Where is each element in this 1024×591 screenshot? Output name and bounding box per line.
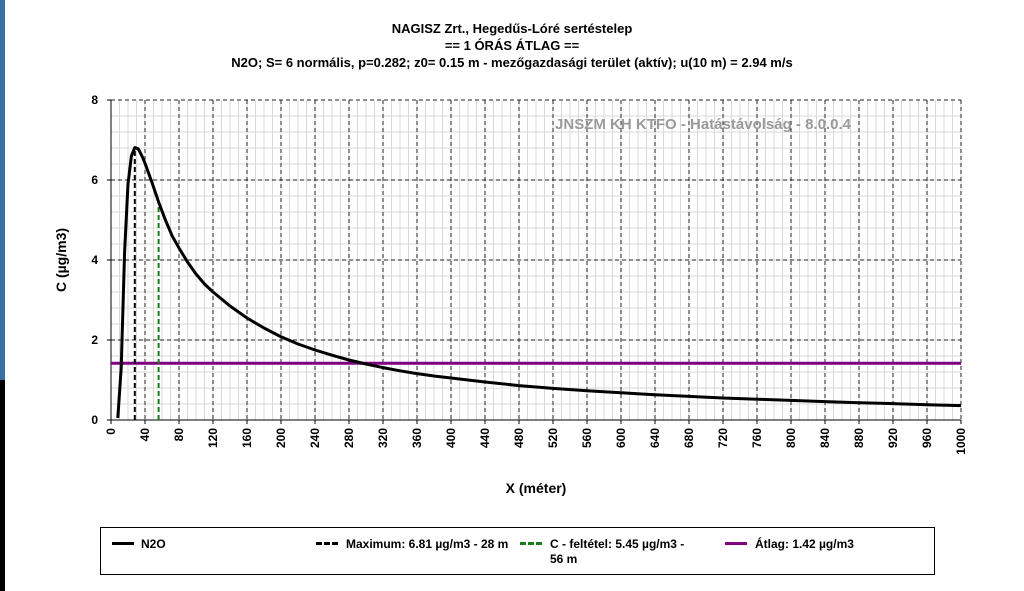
x-tick-label: 40 bbox=[138, 428, 152, 442]
x-tick-label: 200 bbox=[274, 428, 288, 448]
x-tick-label: 80 bbox=[172, 428, 186, 442]
y-axis-label: C (µg/m3) bbox=[53, 228, 69, 292]
x-tick-label: 280 bbox=[342, 428, 356, 448]
y-tick-label: 8 bbox=[91, 93, 98, 107]
x-tick-label: 560 bbox=[580, 428, 594, 448]
legend-swatch-atlag bbox=[725, 542, 747, 545]
chart-legend: N2O Maximum: 6.81 µg/m3 - 28 m C - felté… bbox=[100, 527, 935, 575]
legend-label-maximum: Maximum: 6.81 µg/m3 - 28 m bbox=[346, 537, 509, 551]
y-tick-label: 6 bbox=[91, 173, 98, 187]
x-tick-label: 600 bbox=[614, 428, 628, 448]
x-axis-label: X (méter) bbox=[506, 480, 567, 496]
x-tick-label: 920 bbox=[886, 428, 900, 448]
watermark-text: JNSZM KH KTFO - Hatástávolság - 8.0.0.4 bbox=[555, 116, 852, 133]
y-tick-label: 4 bbox=[91, 253, 98, 267]
x-tick-label: 120 bbox=[206, 428, 220, 448]
legend-label-n2o: N2O bbox=[141, 537, 166, 551]
y-tick-label: 0 bbox=[91, 413, 98, 427]
series-line-n2o bbox=[116, 146, 962, 419]
chart-parameters: N2O; S= 6 normális, p=0.282; z0= 0.15 m … bbox=[231, 55, 793, 70]
x-tick-label: 1000 bbox=[954, 428, 968, 455]
x-tick-label: 640 bbox=[648, 428, 662, 448]
y-tick-label: 2 bbox=[91, 333, 98, 347]
x-tick-label: 400 bbox=[444, 428, 458, 448]
chart-title: NAGISZ Zrt., Hegedűs-Lóré sertéstelep bbox=[391, 21, 633, 36]
legend-swatch-feltetel bbox=[520, 542, 542, 545]
x-tick-label: 800 bbox=[784, 428, 798, 448]
x-tick-label: 160 bbox=[240, 428, 254, 448]
x-tick-label: 240 bbox=[308, 428, 322, 448]
window-edge-black bbox=[0, 380, 5, 591]
left-window-edge bbox=[0, 0, 5, 591]
x-tick-label: 440 bbox=[478, 428, 492, 448]
x-tick-label: 760 bbox=[750, 428, 764, 448]
x-tick-label: 720 bbox=[716, 428, 730, 448]
major-grid bbox=[110, 99, 962, 421]
window-edge-blue bbox=[0, 0, 5, 380]
x-tick-label: 520 bbox=[546, 428, 560, 448]
x-tick-label: 360 bbox=[410, 428, 424, 448]
x-tick-label: 0 bbox=[104, 428, 118, 435]
chart-subtitle: == 1 ÓRÁS ÁTLAG == bbox=[444, 38, 580, 53]
minor-grid bbox=[110, 100, 962, 421]
x-tick-label: 880 bbox=[852, 428, 866, 448]
x-tick-label: 960 bbox=[920, 428, 934, 448]
legend-swatch-n2o bbox=[112, 542, 134, 545]
legend-label-atlag: Átlag: 1.42 µg/m3 bbox=[755, 537, 854, 551]
x-tick-label: 680 bbox=[682, 428, 696, 448]
x-tick-label: 480 bbox=[512, 428, 526, 448]
x-tick-label: 320 bbox=[376, 428, 390, 448]
legend-swatch-maximum bbox=[316, 542, 338, 545]
x-tick-label: 840 bbox=[818, 428, 832, 448]
legend-label-feltetel: C - feltétel: 5.45 µg/m3 - 56 m bbox=[550, 537, 685, 566]
